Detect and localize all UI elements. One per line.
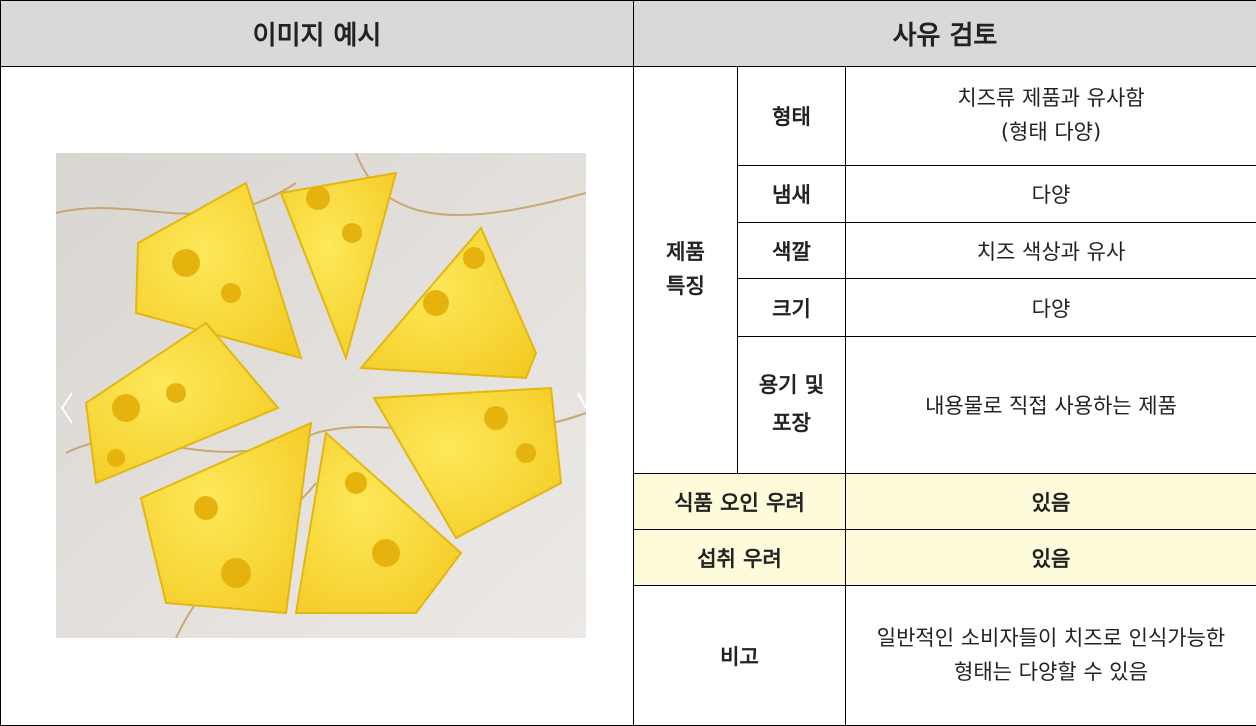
features-label: 제품 특징	[634, 67, 738, 474]
note-label: 비고	[634, 586, 846, 726]
row-value: 치즈류 제품과 유사함 (형태 다양)	[846, 67, 1256, 166]
row-label: 크기	[738, 279, 846, 337]
header-right: 사유 검토	[634, 1, 1256, 67]
image-cell	[1, 67, 634, 726]
cheese-image	[56, 153, 586, 638]
row-value: 다양	[846, 279, 1256, 337]
row-label: 형태	[738, 67, 846, 166]
concern-value: 있음	[846, 530, 1256, 586]
row-value: 치즈 색상과 유사	[846, 223, 1256, 279]
features-label-text: 제품 특징	[661, 236, 709, 303]
row-label: 색깔	[738, 223, 846, 279]
concern-value: 있음	[846, 474, 1256, 530]
row-label: 냄새	[738, 166, 846, 223]
row-value: 내용물로 직접 사용하는 제품	[846, 337, 1256, 474]
row-label-text: 용기 및 포장	[755, 367, 829, 443]
concern-label: 섭취 우려	[634, 530, 846, 586]
note-value: 일반적인 소비자들이 치즈로 인식가능한 형태는 다양할 수 있음	[846, 586, 1256, 726]
header-left: 이미지 예시	[1, 1, 634, 67]
row-label: 용기 및 포장	[738, 337, 846, 474]
row-value: 다양	[846, 166, 1256, 223]
concern-label: 식품 오인 우려	[634, 474, 846, 530]
